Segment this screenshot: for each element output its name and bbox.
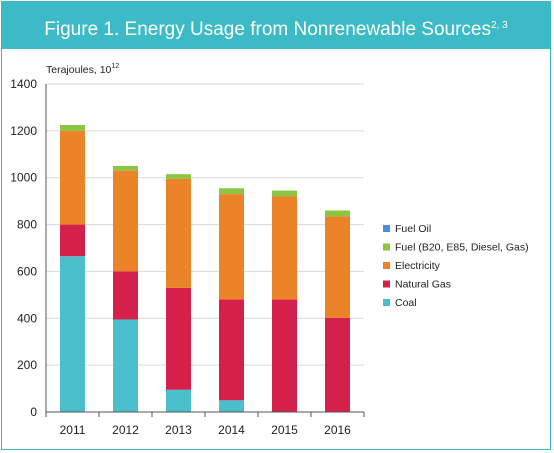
y-tick-label: 400 <box>17 311 37 325</box>
bar-segment-natural-gas-2013 <box>166 287 191 390</box>
x-tick-label: 2015 <box>271 423 298 437</box>
bar-segment-fuel-b20-e85-diesel-gas-2013 <box>166 174 191 179</box>
x-tick-label: 2012 <box>112 423 139 437</box>
unit-label-exponent: 12 <box>111 63 119 70</box>
bar-segment-fuel-b20-e85-diesel-gas-2011 <box>60 125 85 131</box>
legend: Fuel Oil Fuel (B20, E85, Diesel, Gas) Elec… <box>383 223 529 309</box>
figure-title: Figure 1. Energy Usage from Nonrenewable… <box>44 19 492 40</box>
unit-label-text: Terajoules, 10 <box>46 64 112 76</box>
bar-segment-natural-gas-2014 <box>219 299 244 401</box>
bar-segment-coal-2013 <box>166 389 191 412</box>
bar-segment-natural-gas-2015 <box>272 299 297 412</box>
legend-swatch <box>383 243 390 251</box>
legend-swatch <box>383 262 390 269</box>
axes-group <box>45 84 365 417</box>
unit-label: Terajoules, 1012 <box>46 63 119 76</box>
legend-label: Coal <box>395 297 417 309</box>
legend-swatch <box>383 299 390 306</box>
y-tick-label: 800 <box>17 218 37 232</box>
legend-label: Natural Gas <box>395 279 451 291</box>
bar-segment-natural-gas-2016 <box>325 317 350 412</box>
x-tick-label: 2013 <box>165 423 192 437</box>
bar-segment-electricity-2011 <box>60 130 85 225</box>
bar-segment-electricity-2015 <box>272 196 297 300</box>
bar-segment-fuel-b20-e85-diesel-gas-2016 <box>325 210 350 217</box>
bar-segment-fuel-b20-e85-diesel-gas-2014 <box>219 188 244 195</box>
x-tick-label: 2014 <box>218 423 245 437</box>
x-tick-label: 2016 <box>324 423 351 437</box>
tick-labels: 0 200 400 600 800 1000 1200 1400 2011 2012 2013 201… <box>10 77 351 437</box>
y-tick-label: 200 <box>17 358 37 372</box>
bar-segment-fuel-b20-e85-diesel-gas-2012 <box>113 166 138 171</box>
x-tick-label: 2011 <box>60 423 86 437</box>
y-tick-label: 600 <box>17 264 37 278</box>
legend-label: Electricity <box>395 260 441 272</box>
bar-segment-electricity-2013 <box>166 178 191 288</box>
figure-title-superscript: 2, 3 <box>491 20 508 31</box>
legend-label: Fuel Oil <box>395 223 431 235</box>
figure-header: Figure 1. Energy Usage from Nonrenewable… <box>2 2 550 49</box>
y-tick-label: 1400 <box>10 77 37 91</box>
legend-swatch <box>383 280 390 288</box>
bars-group <box>60 125 350 412</box>
legend-label: Fuel (B20, E85, Diesel, Gas) <box>395 242 529 254</box>
bar-segment-electricity-2014 <box>219 194 244 300</box>
bar-segment-coal-2014 <box>219 400 244 412</box>
y-tick-label: 1200 <box>10 124 37 138</box>
bar-segment-electricity-2016 <box>325 216 350 318</box>
bar-segment-natural-gas-2012 <box>113 271 138 320</box>
legend-swatch <box>383 225 390 232</box>
bar-segment-electricity-2012 <box>113 170 138 272</box>
gridlines <box>46 83 364 366</box>
bar-segment-coal-2011 <box>60 256 85 412</box>
bar-segment-coal-2012 <box>113 319 138 412</box>
bar-segment-natural-gas-2011 <box>60 224 85 257</box>
y-tick-label: 0 <box>30 405 37 419</box>
bar-segment-fuel-b20-e85-diesel-gas-2015 <box>272 190 297 197</box>
y-tick-label: 1000 <box>10 171 37 185</box>
